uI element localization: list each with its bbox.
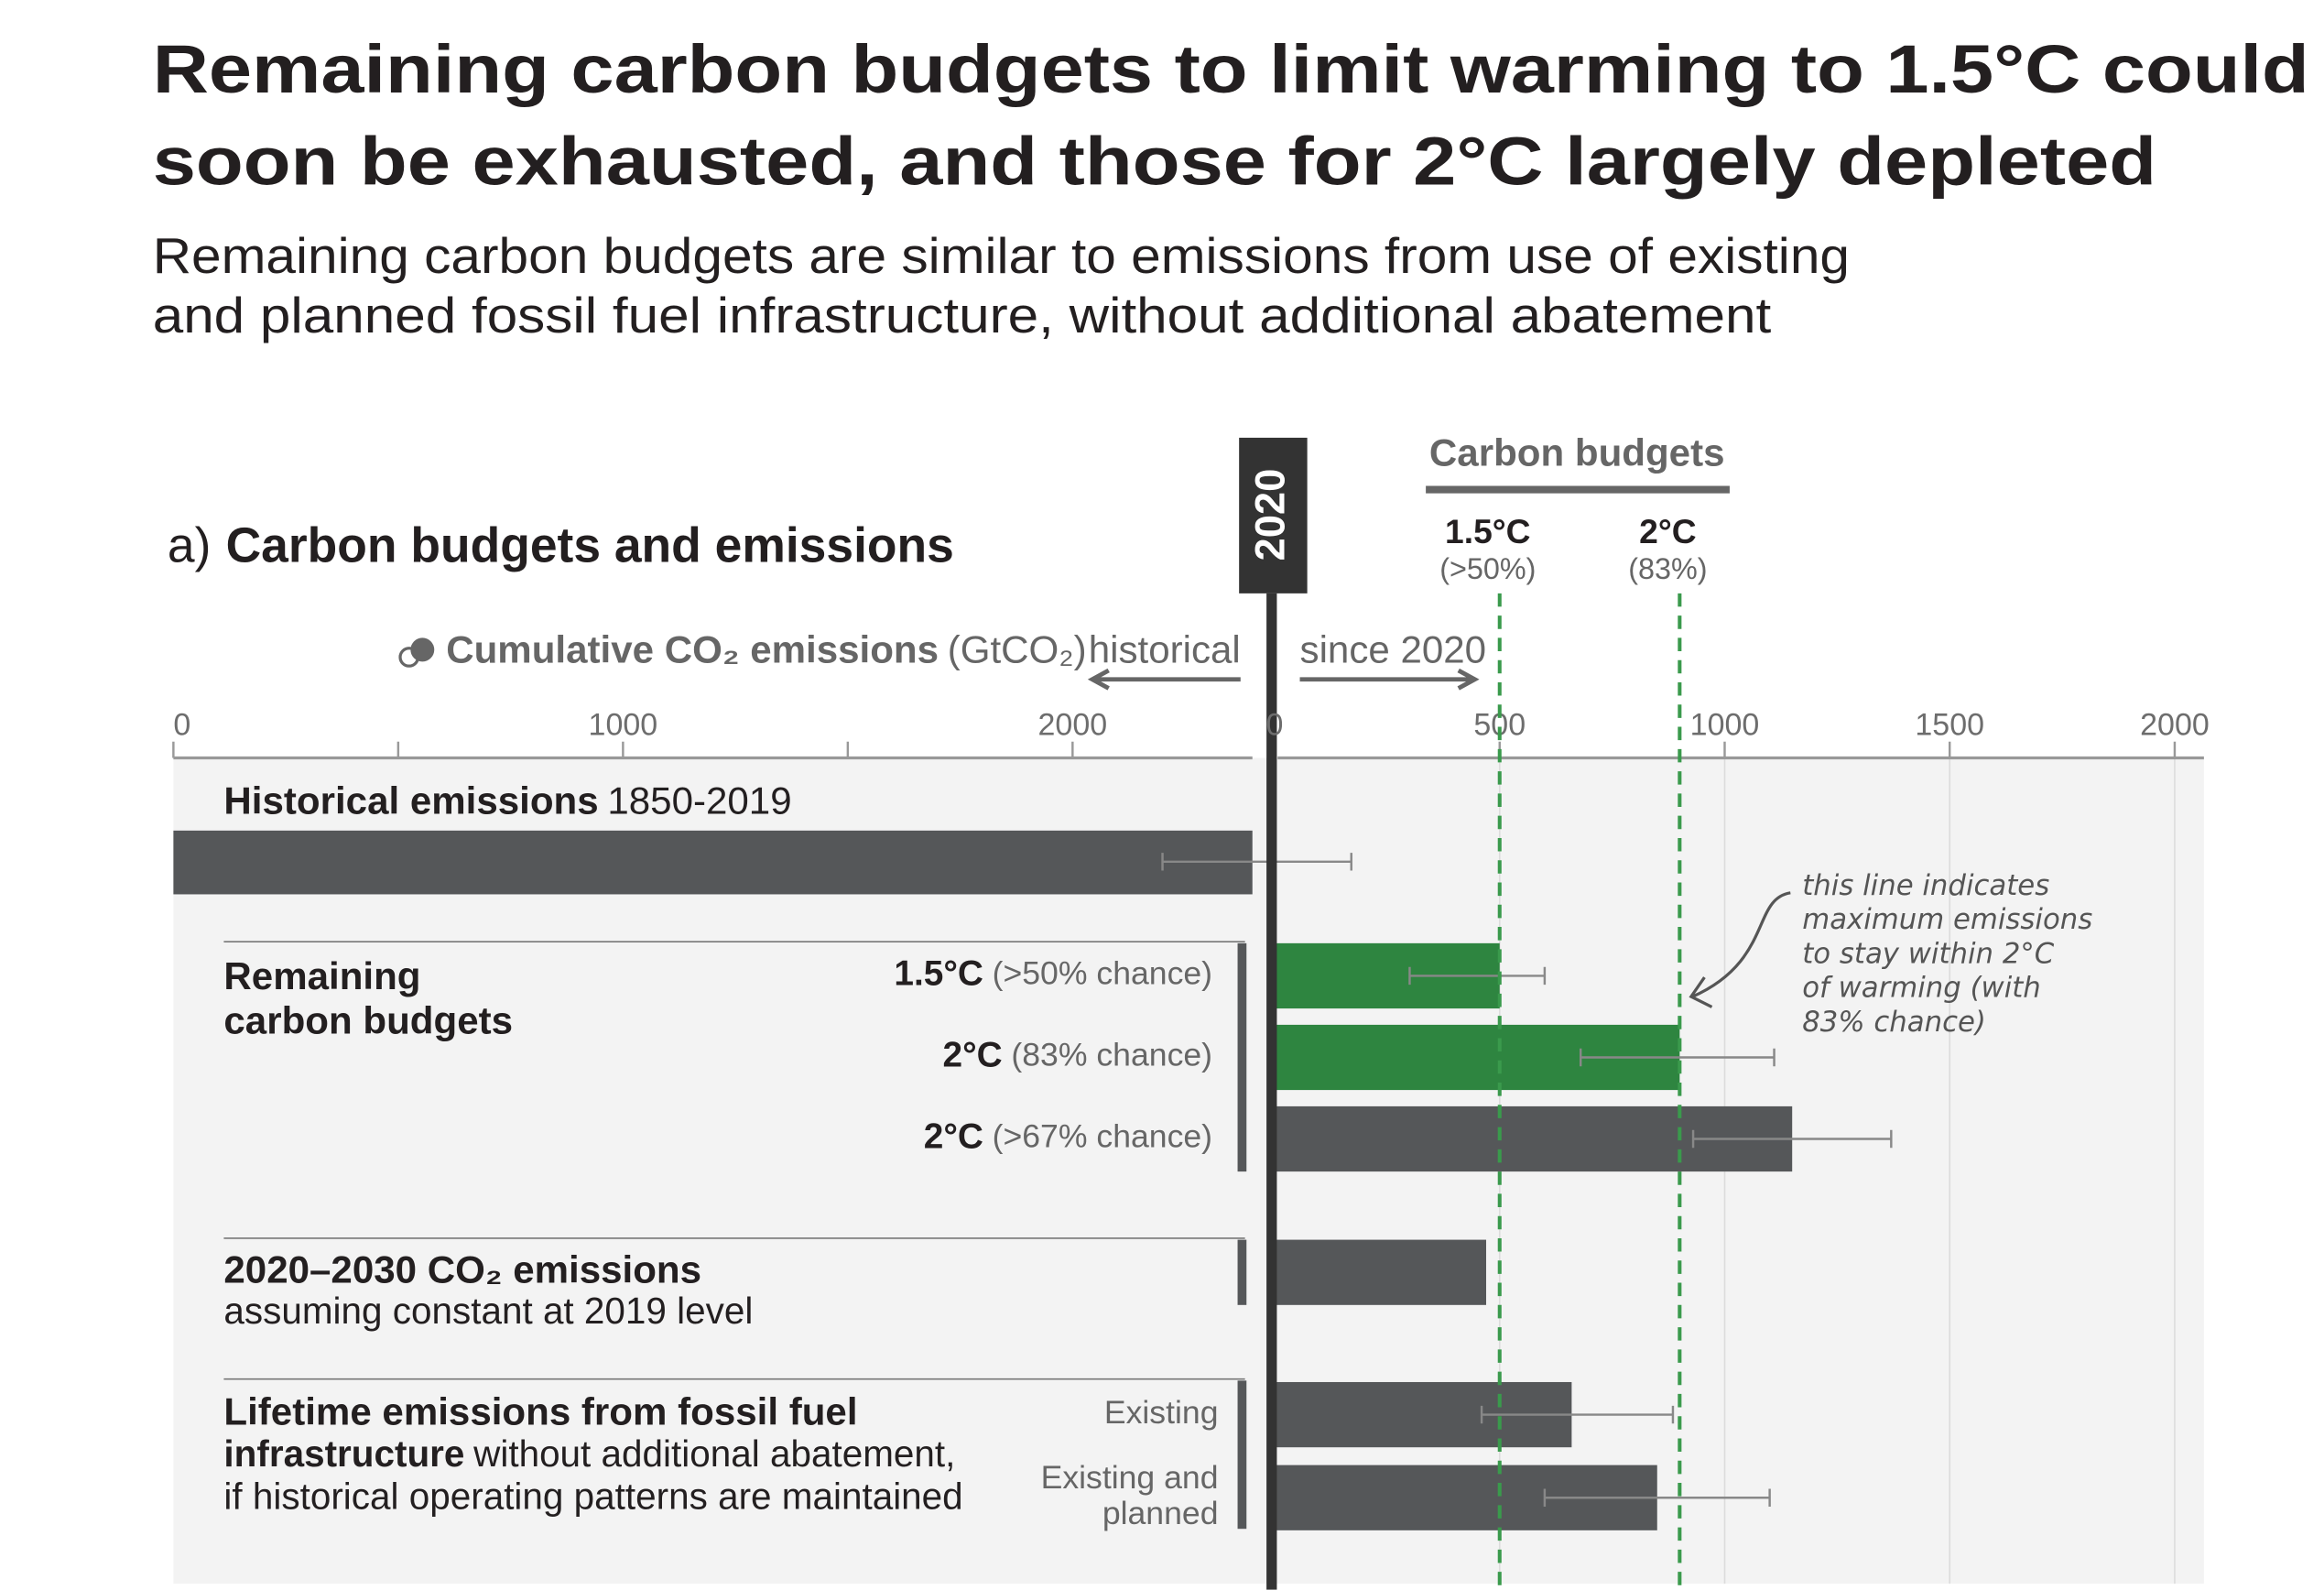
since-arrow <box>1299 668 1480 691</box>
historical-row-label: Historical emissions 1850-2019 <box>223 779 791 822</box>
bar-label-main: 2°C <box>943 1036 1003 1075</box>
group-title: Remaining <box>223 954 420 997</box>
bar-label-note: (>67% chance) <box>993 1118 1212 1155</box>
group-bracket <box>1237 942 1247 1172</box>
title-line: soon be exhausted, and those for 2°C lar… <box>153 123 2156 199</box>
group-title: carbon budgets <box>223 998 513 1041</box>
bar-label: 1.5°C (>50% chance) <box>894 954 1212 994</box>
bar-label-note: (83% chance) <box>1011 1037 1212 1073</box>
group-title-rest: without additional abatement, <box>472 1432 955 1475</box>
bar-label: 2°C (83% chance) <box>943 1036 1213 1075</box>
budgets-heading: Carbon budgets <box>1429 430 1725 474</box>
year-box <box>1239 437 1308 594</box>
bar-label: Existing and <box>1041 1459 1219 1496</box>
x-tick-label: 1000 <box>1690 708 1760 743</box>
x-tick-label: 2000 <box>1038 708 1108 743</box>
subtitle-line: and planned fossil fuel infrastructure, … <box>153 287 1772 343</box>
error-bar <box>1480 1405 1675 1424</box>
title-line: Remaining carbon budgets to limit warmin… <box>153 31 2309 107</box>
budget-sublabel: (83%) <box>1628 552 1707 585</box>
group-title: if historical operating patterns are mai… <box>223 1476 962 1518</box>
group-title: 2020–2030 CO₂ emissions <box>223 1247 701 1291</box>
annotation-line: this line indicates <box>1802 869 2049 902</box>
plot-background <box>173 757 2204 1585</box>
bar-label: Existing <box>1104 1394 1219 1431</box>
axis-label-name: Cumulative CO₂ emissions <box>446 628 939 671</box>
bar-label: planned <box>1102 1495 1219 1531</box>
group-subtitle: assuming constant at 2019 level <box>223 1290 753 1332</box>
x-tick-label: 0 <box>1266 708 1284 743</box>
annotation-line: to stay within 2°C <box>1802 937 2055 970</box>
axis-label-icon <box>398 637 435 668</box>
group-bracket <box>1237 1380 1247 1530</box>
error-bar <box>1691 1129 1893 1149</box>
x-tick-label: 0 <box>173 708 190 743</box>
panel-heading: a) Carbon budgets and emissions <box>168 518 954 572</box>
budget-label: 2°C <box>1639 512 1696 550</box>
historical-label: historical <box>1089 628 1241 671</box>
group-title-bold: infrastructure <box>223 1432 464 1475</box>
annotation-line: 83% chance) <box>1802 1006 1986 1039</box>
bar <box>173 830 1253 895</box>
error-bar <box>1543 1488 1771 1507</box>
year-label: 2020 <box>1246 469 1293 561</box>
bar <box>1275 1239 1487 1305</box>
x-tick-label: 1000 <box>589 708 658 743</box>
bar-label-main: 2°C <box>924 1117 983 1157</box>
bar-label-note: (>50% chance) <box>993 955 1212 992</box>
group-title: infrastructure without additional abateme… <box>223 1432 955 1475</box>
historical-title: Historical emissions <box>223 779 598 822</box>
historical-arrow <box>1087 668 1241 691</box>
x-tick-label: 1500 <box>1915 708 1984 743</box>
annotation-arrow <box>1689 891 1791 1008</box>
subtitle-line: Remaining carbon budgets are similar to … <box>153 227 1850 284</box>
bar-label: 2°C (>67% chance) <box>924 1117 1212 1157</box>
bar-label-main: 1.5°C <box>894 954 983 994</box>
error-bar <box>1579 1048 1776 1067</box>
annotation-line: of warming (with <box>1802 972 2041 1005</box>
group-bracket <box>1237 1239 1247 1305</box>
budget-label: 1.5°C <box>1445 512 1531 550</box>
axis-label: Cumulative CO₂ emissions (GtCO₂) <box>446 628 1086 671</box>
error-bar <box>1161 853 1352 871</box>
axis-label-unit: (GtCO₂) <box>948 628 1087 671</box>
panel-label: a) <box>168 518 212 572</box>
group-title: Lifetime emissions from fossil fuel <box>223 1390 857 1433</box>
marks <box>173 830 1893 1530</box>
x-tick-label: 2000 <box>2140 708 2210 743</box>
error-bar <box>1408 966 1547 986</box>
historical-period: 1850-2019 <box>607 779 791 822</box>
budget-sublabel: (>50%) <box>1439 552 1536 585</box>
since-label: since 2020 <box>1300 628 1487 671</box>
annotation-line: maximum emissions <box>1802 903 2092 936</box>
panel-title: Carbon budgets and emissions <box>226 518 954 572</box>
